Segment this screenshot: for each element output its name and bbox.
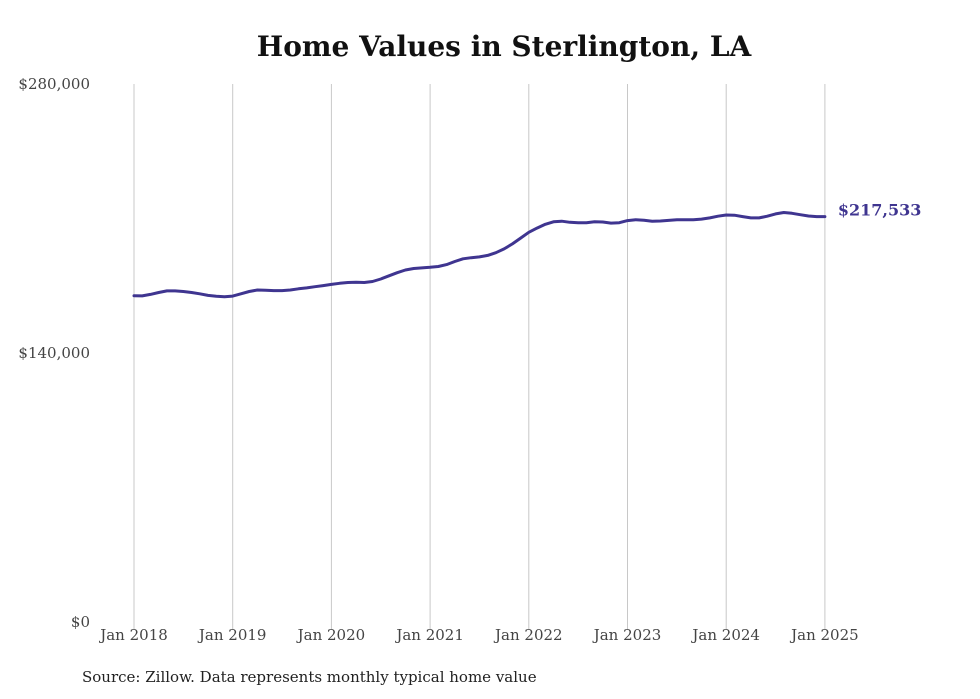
y-axis-ticks: $0 $140,000 $280,000 — [18, 75, 90, 631]
end-label-layer: $217,533 — [838, 201, 922, 220]
x-tick-label: Jan 2023 — [592, 626, 662, 644]
series-layer — [132, 211, 827, 299]
y-tick-label: $280,000 — [18, 75, 90, 93]
x-tick-label: Jan 2021 — [394, 626, 464, 644]
chart-title: Home Values in Sterlington, LA — [256, 30, 752, 63]
x-tick-label: Jan 2019 — [197, 626, 267, 644]
source-note: Source: Zillow. Data represents monthly … — [82, 668, 537, 686]
y-tick-label: $140,000 — [18, 344, 90, 362]
gridlines — [133, 84, 826, 630]
end-value-label: $217,533 — [838, 201, 922, 220]
y-tick-label: $0 — [71, 613, 90, 631]
x-tick-label: Jan 2022 — [493, 626, 563, 644]
x-tick-label: Jan 2025 — [789, 626, 859, 644]
series-line — [132, 211, 827, 299]
x-tick-label: Jan 2020 — [296, 626, 366, 644]
x-axis-ticks: Jan 2018 Jan 2019 Jan 2020 Jan 2021 Jan 2022… — [98, 626, 858, 644]
x-tick-label: Jan 2024 — [690, 626, 760, 644]
x-tick-label: Jan 2018 — [98, 626, 168, 644]
